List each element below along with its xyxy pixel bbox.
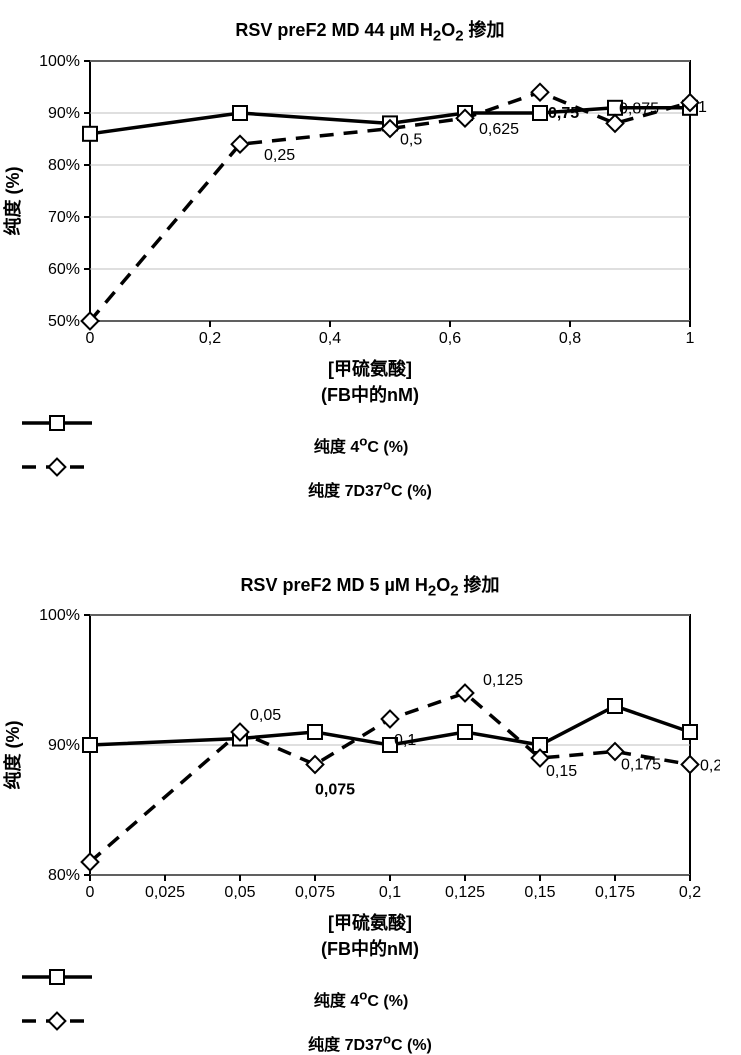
svg-text:0,175: 0,175 bbox=[595, 884, 635, 901]
legend-series2-label: 纯度 7D37oC (%) bbox=[308, 483, 432, 500]
chart-1-ylabel: 纯度 (%) bbox=[0, 166, 25, 235]
svg-text:80%: 80% bbox=[48, 157, 80, 174]
svg-text:0: 0 bbox=[86, 884, 95, 901]
svg-text:0,2: 0,2 bbox=[679, 884, 701, 901]
svg-text:0,175: 0,175 bbox=[621, 757, 661, 774]
svg-text:1: 1 bbox=[698, 98, 707, 115]
svg-text:90%: 90% bbox=[48, 737, 80, 754]
chart-1-xlabel-line1: [甲硫氨酸] bbox=[328, 359, 412, 379]
legend-series1-label: 纯度 4oC (%) bbox=[314, 439, 408, 456]
svg-text:60%: 60% bbox=[48, 261, 80, 278]
svg-text:1: 1 bbox=[686, 330, 695, 347]
svg-text:70%: 70% bbox=[48, 209, 80, 226]
chart-2-legend: 纯度 4oC (%) 纯度 7D37oC (%) bbox=[20, 967, 720, 1055]
svg-text:0,15: 0,15 bbox=[546, 763, 577, 780]
svg-text:0,25: 0,25 bbox=[264, 147, 295, 164]
chart-1-svg: 50% 60% 70% 80% 90% 100% 0 0,2 0,4 0,6 0,8 1 0,25 0,5… bbox=[20, 51, 720, 351]
svg-text:0,2: 0,2 bbox=[199, 330, 221, 347]
chart-1: RSV preF2 MD 44 µM H2O2 掺加 纯度 (%) 50%60%… bbox=[20, 16, 720, 501]
svg-text:0,075: 0,075 bbox=[295, 884, 335, 901]
chart-2-title: RSV preF2 MD 5 µM H2O2 掺加 bbox=[20, 571, 720, 600]
chart-2-title-text: RSV preF2 MD 5 µM H2O2 掺加 bbox=[240, 575, 499, 595]
svg-text:0: 0 bbox=[86, 330, 95, 347]
svg-text:0,625: 0,625 bbox=[479, 121, 519, 138]
svg-text:0,4: 0,4 bbox=[319, 330, 341, 347]
chart-2-xlabel-line1: [甲硫氨酸] bbox=[328, 913, 412, 933]
chart-1-title-text: RSV preF2 MD 44 µM H2O2 掺加 bbox=[235, 20, 504, 40]
svg-text:0,025: 0,025 bbox=[145, 884, 185, 901]
svg-text:0,75: 0,75 bbox=[548, 105, 579, 122]
svg-text:0,2: 0,2 bbox=[700, 758, 720, 775]
chart-1-plot-wrap: 纯度 (%) 50%60%70%80%90%100%00,20,40,60,81… bbox=[20, 51, 720, 351]
chart-1-legend: 纯度 4oC (%) 纯度 7D37oC (%) bbox=[20, 413, 720, 501]
page: RSV preF2 MD 44 µM H2O2 掺加 纯度 (%) 50% 60%… bbox=[0, 0, 741, 1000]
chart-2-plot-wrap: 纯度 (%) 80%90%100%00,0250,050,0750,10,125… bbox=[20, 605, 720, 905]
chart-1-xlabel: [甲硫氨酸] (FB中的nM) bbox=[20, 355, 720, 407]
svg-text:0,125: 0,125 bbox=[445, 884, 485, 901]
legend-series2-label: 纯度 7D37oC (%) bbox=[308, 1037, 432, 1054]
chart-1-title: RSV preF2 MD 44 µM H2O2 掺加 bbox=[20, 16, 720, 45]
svg-text:0,1: 0,1 bbox=[394, 732, 416, 749]
svg-text:0,1: 0,1 bbox=[379, 884, 401, 901]
svg-text:0,075: 0,075 bbox=[315, 782, 355, 799]
spacer bbox=[20, 501, 721, 571]
chart-2-xlabel-line2: (FB中的nM) bbox=[321, 939, 419, 959]
svg-text:0,05: 0,05 bbox=[250, 707, 281, 724]
svg-text:80%: 80% bbox=[48, 867, 80, 884]
svg-text:0,125: 0,125 bbox=[483, 672, 523, 689]
chart-2-xlabel: [甲硫氨酸] (FB中的nM) bbox=[20, 909, 720, 961]
svg-text:0,05: 0,05 bbox=[224, 884, 255, 901]
svg-text:0,6: 0,6 bbox=[439, 330, 461, 347]
legend-series1-label: 纯度 4oC (%) bbox=[314, 993, 408, 1010]
chart-2: RSV preF2 MD 5 µM H2O2 掺加 纯度 (%) 80%90%1… bbox=[20, 571, 720, 1055]
svg-text:0,8: 0,8 bbox=[559, 330, 581, 347]
chart-1-xlabel-line2: (FB中的nM) bbox=[321, 385, 419, 405]
svg-text:0,875: 0,875 bbox=[619, 100, 659, 117]
svg-text:50%: 50% bbox=[48, 313, 80, 330]
svg-text:90%: 90% bbox=[48, 105, 80, 122]
chart-2-ylabel: 纯度 (%) bbox=[0, 721, 25, 790]
svg-text:100%: 100% bbox=[39, 607, 80, 624]
svg-text:100%: 100% bbox=[39, 53, 80, 70]
svg-text:0,15: 0,15 bbox=[524, 884, 555, 901]
svg-text:0,5: 0,5 bbox=[400, 131, 422, 148]
chart-2-svg: 80% 90% 100% 0 0,025 0,05 0,075 0,1 0,125 0,15 0,1… bbox=[20, 605, 720, 905]
